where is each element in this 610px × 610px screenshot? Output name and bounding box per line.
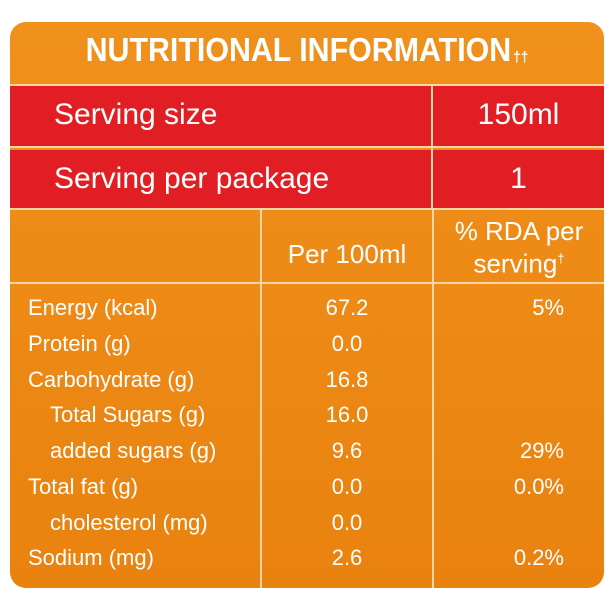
table-row: Energy (kcal) 67.2 5%	[10, 290, 604, 325]
per-100ml-value: 16.8	[325, 367, 369, 392]
serving-size-label: Serving size	[54, 98, 218, 131]
per-100ml-value: 67.2	[325, 295, 369, 320]
rda-value: 0.0%	[513, 474, 564, 499]
rda-header-line1: % RDA per	[454, 216, 584, 246]
divider-line	[10, 146, 604, 148]
serving-per-package-value: 1	[510, 162, 527, 195]
rda-value: 5%	[532, 295, 564, 320]
rda-footnote-mark: †	[557, 251, 565, 266]
serving-per-package-row: Serving per package 1	[10, 150, 604, 208]
panel-title: NUTRITIONAL INFORMATION ††	[34, 22, 580, 84]
title-footnote-mark: ††	[513, 49, 529, 66]
nutrient-name: Sodium (mg)	[28, 545, 154, 570]
nutrient-name: Protein (g)	[28, 331, 131, 356]
table-row: Carbohydrate (g) 16.8	[10, 362, 604, 397]
rda-header-line2: serving	[473, 248, 558, 279]
divider-line	[432, 208, 434, 588]
divider-line	[260, 208, 262, 588]
serving-per-package-label: Serving per package	[54, 162, 330, 195]
nutrient-name: Energy (kcal)	[28, 295, 158, 320]
divider-line	[10, 208, 604, 210]
column-header-rda: % RDA per serving†	[434, 217, 604, 278]
per-100ml-value: 16.0	[325, 402, 369, 427]
table-row: Total fat (g) 0.0 0.0%	[10, 469, 604, 504]
divider-line	[10, 282, 604, 284]
per-100ml-value: 0.0	[331, 474, 363, 499]
nutrient-name: Carbohydrate (g)	[28, 367, 195, 392]
nutrient-name: Total fat (g)	[28, 474, 139, 499]
panel-title-text: NUTRITIONAL INFORMATION	[85, 31, 512, 68]
divider-line	[431, 84, 433, 208]
per-100ml-value: 0.0	[331, 331, 363, 356]
serving-size-value: 150ml	[477, 98, 560, 131]
table-row: Protein (g) 0.0	[10, 326, 604, 361]
nutrient-name: cholesterol (mg)	[50, 510, 208, 535]
nutrient-name: Total Sugars (g)	[50, 402, 206, 427]
rda-value: 29%	[519, 438, 564, 463]
nutrient-name: added sugars (g)	[50, 438, 217, 463]
nutrition-panel: NUTRITIONAL INFORMATION †† Serving size 1…	[10, 22, 604, 588]
table-row: added sugars (g) 9.6 29%	[10, 433, 604, 468]
per-100ml-value: 2.6	[331, 545, 363, 570]
column-header-per-100ml: Per 100ml	[287, 239, 407, 269]
per-100ml-value: 0.0	[331, 510, 363, 535]
table-row: cholesterol (mg) 0.0	[10, 505, 604, 540]
rda-value: 0.2%	[513, 545, 564, 570]
serving-size-row: Serving size 150ml	[10, 86, 604, 146]
divider-line	[10, 84, 604, 86]
table-row: Total Sugars (g) 16.0	[10, 397, 604, 432]
table-row: Sodium (mg) 2.6 0.2%	[10, 540, 604, 575]
per-100ml-value: 9.6	[331, 438, 363, 463]
